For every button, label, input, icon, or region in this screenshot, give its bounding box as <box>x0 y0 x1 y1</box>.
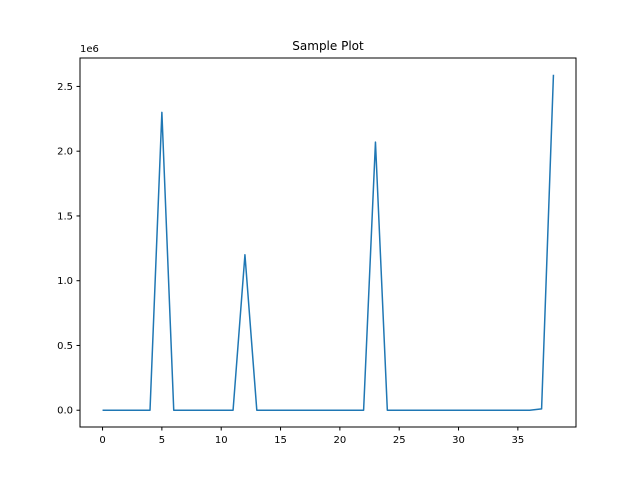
y-tick-label: 2.0 <box>57 147 73 158</box>
x-tick-label: 5 <box>159 435 165 446</box>
series-line <box>102 74 555 411</box>
x-tick-label: 0 <box>99 435 105 446</box>
plot-series <box>102 74 555 411</box>
x-axis: 0 5 10 15 20 25 30 35 <box>99 427 524 446</box>
x-tick-label: 10 <box>215 435 228 446</box>
y-tick-label: 2.5 <box>57 82 73 93</box>
x-tick-label: 25 <box>393 435 406 446</box>
y-tick-label: 0.5 <box>57 341 73 352</box>
y-axis-offset-label: 1e6 <box>80 44 99 55</box>
chart-title: Sample Plot <box>292 39 364 53</box>
y-tick-label: 1.5 <box>57 211 73 222</box>
y-axis: 0.0 0.5 1.0 1.5 2.0 2.5 <box>57 82 80 417</box>
x-tick-label: 20 <box>333 435 346 446</box>
y-tick-label: 0.0 <box>57 406 73 417</box>
x-tick-label: 35 <box>511 435 524 446</box>
x-tick-label: 15 <box>274 435 287 446</box>
x-tick-label: 30 <box>452 435 465 446</box>
y-tick-label: 1.0 <box>57 276 73 287</box>
plot-frame <box>79 57 577 428</box>
